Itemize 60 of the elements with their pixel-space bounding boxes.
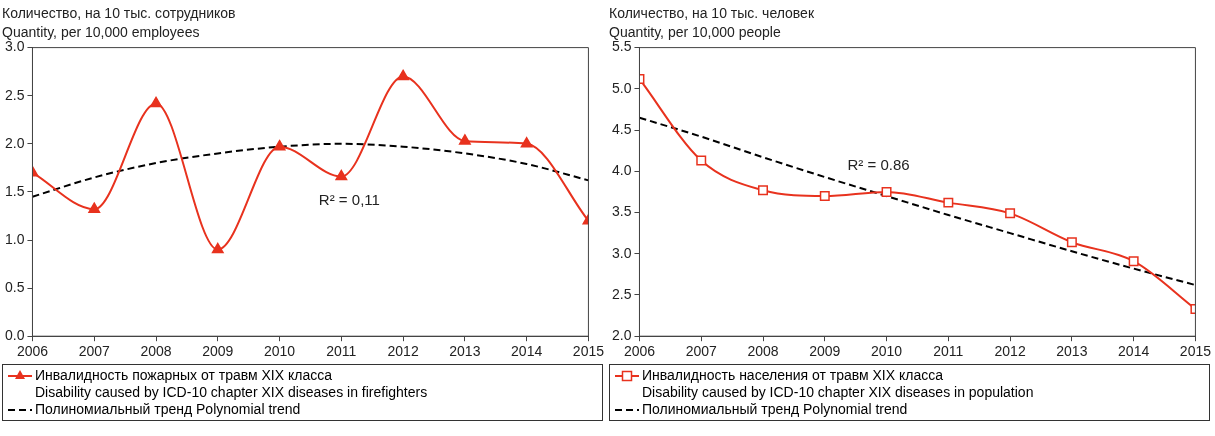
y-tick-label: 2.0 <box>611 327 632 344</box>
point <box>881 186 892 197</box>
y-tick-label: 2.0 <box>4 134 25 151</box>
x-tick-label: 2014 <box>1118 343 1150 360</box>
y-tick-label: 3.0 <box>611 244 632 261</box>
x-tick-label: 2014 <box>511 343 543 360</box>
legend-label: Инвалидность пожарных от травм XIX класса Disability caused by ICD-10 chapter XIX diseases in firefighters <box>35 367 428 401</box>
x-tick-label: 2010 <box>870 343 903 360</box>
point <box>696 155 707 166</box>
point <box>1128 256 1139 267</box>
x-tick-label: 2007 <box>685 343 718 360</box>
x-tick-label: 2008 <box>747 343 779 360</box>
y-tick-label: 1.0 <box>4 230 25 247</box>
legend-label: Полиномиальный тренд Polynomial trend <box>35 401 301 418</box>
point <box>1005 208 1016 219</box>
x-tick-label: 2013 <box>449 343 481 360</box>
point <box>943 197 954 208</box>
point <box>397 69 410 81</box>
point <box>1066 237 1077 248</box>
x-tick-label: 2009 <box>202 343 234 360</box>
chart-subtitle: Quantity, per 10,000 employees <box>2 24 200 41</box>
chart-subtitle: Quantity, per 10,000 people <box>609 24 781 41</box>
point <box>520 137 533 148</box>
legend-label: Инвалидность населения от травм XIX класса Disability caused by ICD-10 chapter XIX diseases in population <box>642 367 1034 401</box>
x-tick-label: 2015 <box>572 343 605 360</box>
y-tick-label: 3.5 <box>611 203 632 220</box>
point <box>758 185 768 196</box>
legend-label: Полиномиальный тренд Polynomial trend <box>642 401 908 418</box>
point <box>458 134 471 145</box>
y-tick-label: 4.0 <box>611 162 632 179</box>
y-tick-label: 5.0 <box>611 79 632 96</box>
x-tick-label: 2015 <box>1179 343 1212 360</box>
point <box>150 96 162 108</box>
x-tick-label: 2007 <box>78 343 111 360</box>
y-tick-label: 2.5 <box>611 285 632 302</box>
x-tick-label: 2012 <box>387 343 419 360</box>
x-tick-label: 2011 <box>933 343 964 360</box>
y-tick-label: 1.5 <box>4 182 25 199</box>
line-series <box>639 116 1196 287</box>
x-tick-label: 2006 <box>623 343 656 360</box>
chart-title: Количество, на 10 тыс. сотрудников <box>2 5 236 22</box>
x-tick-label: 2009 <box>809 343 841 360</box>
x-tick-label: 2008 <box>140 343 172 360</box>
x-tick-label: 2012 <box>994 343 1026 360</box>
chart-title: Количество, на 10 тыс. человек <box>609 5 815 22</box>
y-tick-label: 2.5 <box>4 86 25 103</box>
y-tick-label: 0.5 <box>4 278 25 295</box>
annotation: R² = 0,11 <box>318 190 380 208</box>
y-tick-label: 0.0 <box>4 327 25 344</box>
point <box>819 191 830 202</box>
annotation: R² = 0.86 <box>847 156 910 174</box>
point <box>273 139 286 151</box>
x-tick-label: 2013 <box>1056 343 1088 360</box>
point <box>211 242 224 254</box>
x-tick-label: 2011 <box>326 343 357 360</box>
y-tick-label: 4.5 <box>611 120 632 137</box>
x-tick-label: 2006 <box>16 343 49 360</box>
point <box>335 169 348 181</box>
x-tick-label: 2010 <box>263 343 296 360</box>
point <box>88 202 101 213</box>
